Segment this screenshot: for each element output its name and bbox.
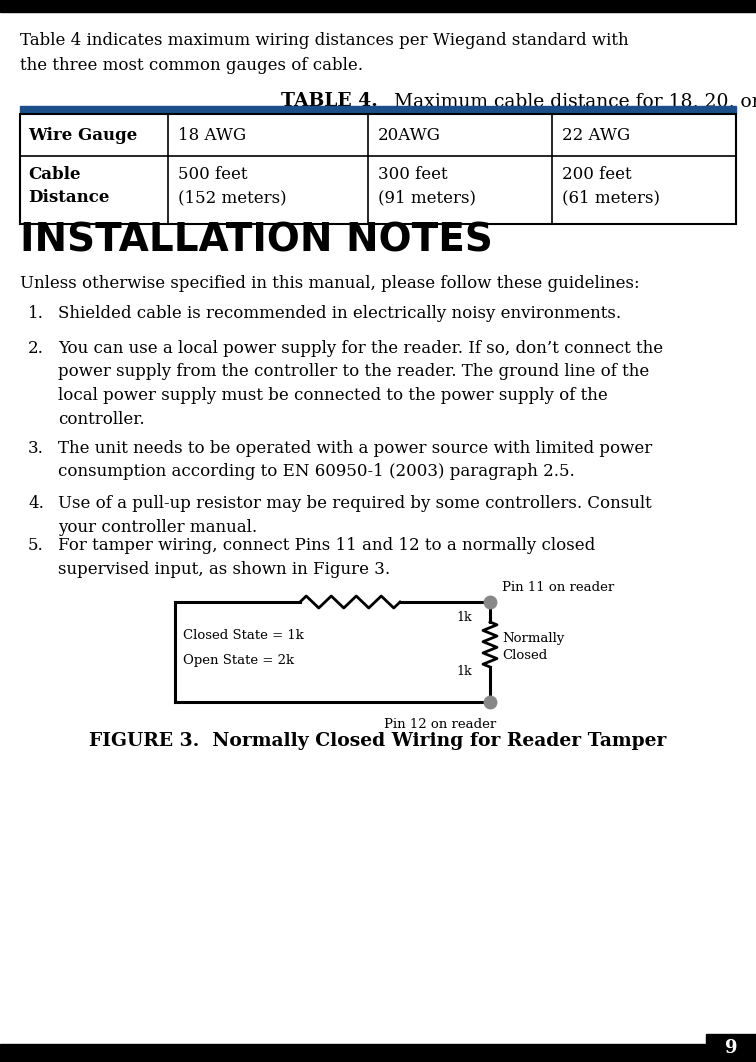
Text: Shielded cable is recommended in electrically noisy environments.: Shielded cable is recommended in electri… — [58, 305, 621, 322]
Text: 1k: 1k — [457, 665, 472, 678]
Text: TABLE 4.: TABLE 4. — [281, 92, 378, 110]
Text: Wire Gauge: Wire Gauge — [28, 126, 138, 143]
Text: Unless otherwise specified in this manual, please follow these guidelines:: Unless otherwise specified in this manua… — [20, 275, 640, 292]
Bar — [0, 0, 756, 12]
Text: 1.: 1. — [28, 305, 44, 322]
Text: Pin 12 on reader: Pin 12 on reader — [384, 718, 496, 731]
Text: Table 4 indicates maximum wiring distances per Wiegand standard with
the three m: Table 4 indicates maximum wiring distanc… — [20, 32, 629, 73]
Text: 5.: 5. — [28, 537, 44, 554]
Text: 22 AWG: 22 AWG — [562, 126, 630, 143]
Text: 1k: 1k — [457, 611, 472, 624]
Text: INSTALLATION NOTES: INSTALLATION NOTES — [20, 222, 493, 260]
Text: Open State = 2k: Open State = 2k — [183, 654, 294, 667]
Text: 9: 9 — [725, 1039, 737, 1057]
Text: 300 feet
(91 meters): 300 feet (91 meters) — [378, 166, 476, 206]
Bar — [20, 106, 736, 113]
Text: 20AWG: 20AWG — [378, 126, 441, 143]
Text: 2.: 2. — [28, 340, 44, 357]
Text: For tamper wiring, connect Pins 11 and 12 to a normally closed
supervised input,: For tamper wiring, connect Pins 11 and 1… — [58, 537, 595, 578]
Text: You can use a local power supply for the reader. If so, don’t connect the
power : You can use a local power supply for the… — [58, 340, 663, 428]
Text: 3.: 3. — [28, 440, 44, 457]
Text: Normally
Closed: Normally Closed — [502, 632, 565, 662]
Text: 200 feet
(61 meters): 200 feet (61 meters) — [562, 166, 660, 206]
Text: FIGURE 3.  Normally Closed Wiring for Reader Tamper: FIGURE 3. Normally Closed Wiring for Rea… — [89, 732, 667, 750]
Bar — [20, 114, 736, 224]
Text: 4.: 4. — [28, 495, 44, 512]
Bar — [0, 1044, 756, 1062]
Text: 18 AWG: 18 AWG — [178, 126, 246, 143]
Text: Pin 11 on reader: Pin 11 on reader — [502, 581, 614, 594]
Text: Closed State = 1k: Closed State = 1k — [183, 629, 304, 643]
Text: Maximum cable distance for 18, 20, or 22 AWG wire: Maximum cable distance for 18, 20, or 22… — [382, 92, 756, 110]
Bar — [706, 1034, 756, 1062]
Text: 500 feet
(152 meters): 500 feet (152 meters) — [178, 166, 287, 206]
Text: Cable
Distance: Cable Distance — [28, 166, 110, 206]
Text: The unit needs to be operated with a power source with limited power
consumption: The unit needs to be operated with a pow… — [58, 440, 652, 480]
Text: Use of a pull-up resistor may be required by some controllers. Consult
your cont: Use of a pull-up resistor may be require… — [58, 495, 652, 535]
